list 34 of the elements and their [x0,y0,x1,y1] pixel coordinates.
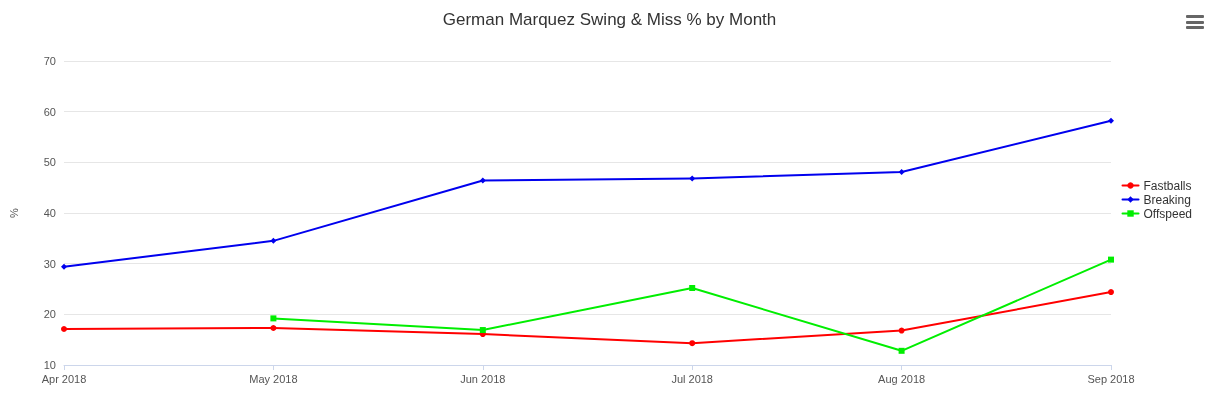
y-tick-label: 10 [43,359,56,371]
point [898,347,905,354]
legend-label: Breaking [1143,192,1191,207]
point [270,325,277,332]
point [479,177,486,184]
point [270,237,277,244]
y-tick-label: 70 [43,55,56,67]
point [1108,117,1114,124]
y-tick-label: 50 [43,156,56,169]
x-tick-label: Apr 2018 [41,372,87,385]
y-axis-title: % [7,207,20,218]
chart-title: German Marquez Swing & Miss % by Month [442,10,777,29]
y-tick-label: 20 [43,308,56,321]
y-tick-label: 60 [43,105,56,118]
y-tick-label: 30 [43,257,56,270]
point [1108,289,1114,296]
point [898,327,905,334]
point [689,175,696,182]
point [61,263,67,270]
point [61,326,67,333]
x-tick-label: May 2018 [249,372,298,385]
x-tick-label: Jul 2018 [671,372,713,385]
legend-label: Fastballs [1143,178,1192,193]
point [1108,256,1114,263]
x-tick-label: Aug 2018 [878,372,926,385]
point [479,327,486,334]
point [270,315,277,322]
point [689,284,696,291]
x-tick-label: Sep 2018 [1087,372,1135,385]
legend-label: Offspeed [1143,206,1192,221]
point [689,340,696,347]
x-tick-label: Jun 2018 [460,372,506,385]
point [898,168,905,175]
y-tick-label: 40 [43,207,56,219]
